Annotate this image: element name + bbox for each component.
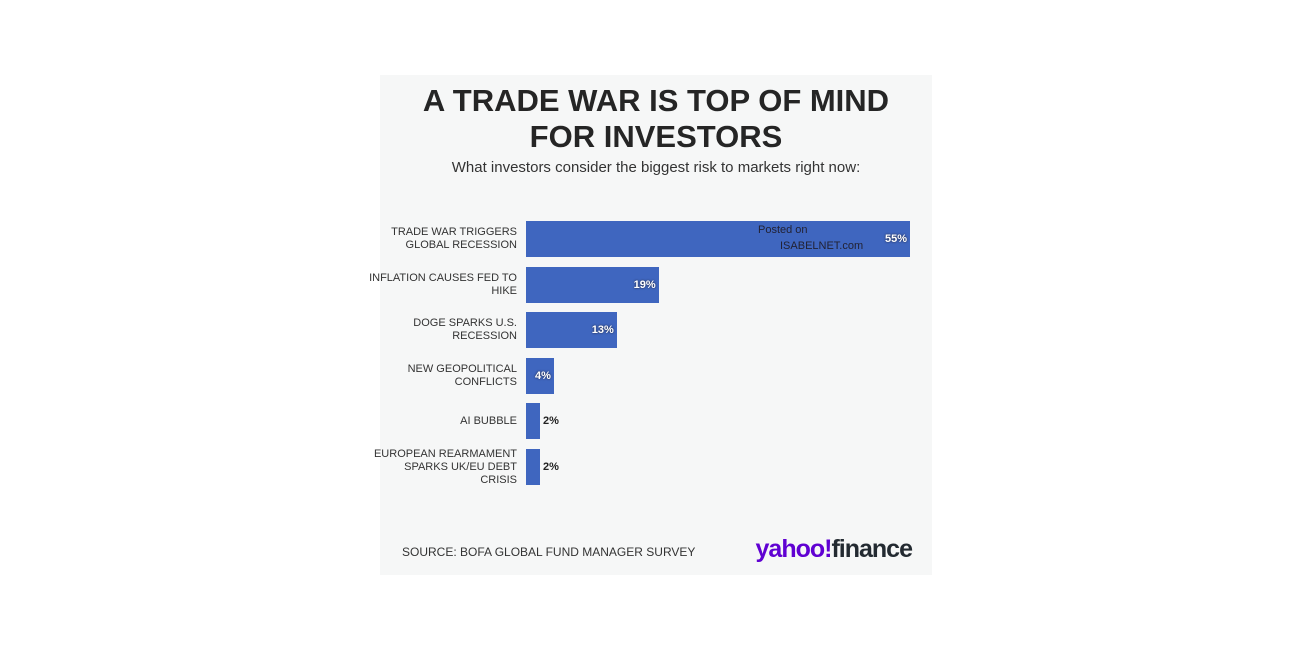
value-label: 19%	[633, 278, 656, 291]
bar	[526, 266, 659, 303]
source: SOURCE: BOFA GLOBAL FUND MANAGER SURVEY	[402, 545, 696, 559]
y-tick-label: AI BUBBLE	[460, 414, 517, 427]
bar	[526, 357, 554, 394]
chart-subtitle: What investors consider the biggest risk…	[451, 159, 861, 176]
value-label: 2%	[542, 461, 559, 473]
logo: yahoo!finance	[755, 535, 913, 564]
bar	[526, 221, 910, 257]
watermark: Posted on ISABELNET.com	[758, 222, 863, 254]
value-label: 2%	[542, 415, 559, 428]
watermark-text: ISABELNET.com	[780, 240, 864, 252]
y-tick-label: TRADE WAR TRIGGERS GLOBAL RECESSION	[391, 226, 517, 251]
bar	[526, 312, 617, 349]
watermark-text: Posted on	[758, 224, 808, 236]
y-tick-label: EUROPEAN REARMAMENT SPARKS UK/EU DEBT CR…	[373, 447, 517, 486]
value-label: 4%	[535, 369, 551, 382]
bar	[526, 403, 540, 440]
y-tick-label: INFLATION CAUSES FED TO HIKE	[369, 271, 517, 297]
chart-title: A TRADE WAR IS TOP OF MIND FOR INVESTORS	[422, 83, 890, 154]
y-tick-label: DOGE SPARKS U.S. RECESSION	[413, 317, 517, 343]
bar	[526, 449, 540, 485]
value-label: 55%	[884, 233, 907, 245]
logo-part: finance	[831, 535, 913, 563]
logo-part: yahoo!	[755, 535, 833, 563]
value-label: 13%	[591, 324, 614, 337]
y-tick-label: NEW GEOPOLITICAL CONFLICTS	[407, 362, 517, 388]
chart: A TRADE WAR IS TOP OF MIND FOR INVESTORS…	[369, 75, 932, 575]
